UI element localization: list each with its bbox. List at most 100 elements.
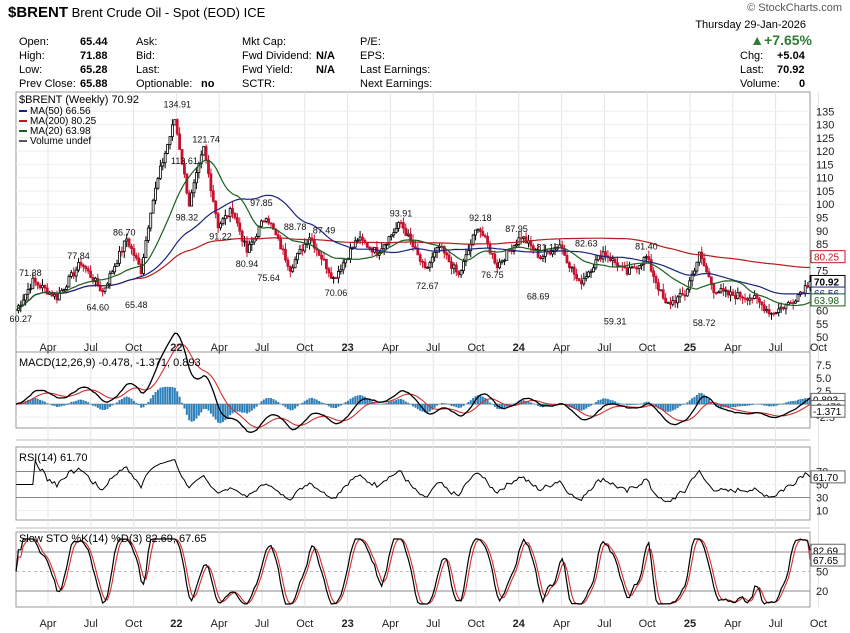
macd-histogram-bar <box>705 396 708 405</box>
price-axis-tag-label: 70.92 <box>814 277 839 288</box>
eps-label: EPS: <box>360 50 386 62</box>
rsi-line <box>16 458 811 503</box>
macd-histogram-bar <box>606 398 609 405</box>
macd-histogram-bar <box>349 398 352 405</box>
open-value: 65.44 <box>80 36 108 48</box>
candle-body <box>146 227 150 241</box>
candle-body <box>657 282 660 291</box>
candle-body <box>486 236 489 245</box>
macd-histogram-bar <box>529 402 532 405</box>
macd-histogram-bar <box>106 404 109 410</box>
macd-histogram-bar <box>233 404 236 413</box>
sto-y-tick: 20 <box>816 586 828 598</box>
macd-histogram-bar <box>587 404 590 407</box>
candle-body <box>635 267 639 270</box>
macd-histogram-bar <box>58 404 61 407</box>
x-tick-label: Apr <box>382 342 399 354</box>
macd-histogram-bar <box>659 404 662 410</box>
candle-body <box>113 266 117 273</box>
macd-histogram-bar <box>190 404 193 422</box>
macd-histogram-bar <box>404 401 407 405</box>
macd-histogram-bar <box>82 400 85 405</box>
candle-body <box>293 259 297 269</box>
candle-body <box>498 261 502 269</box>
candle-body <box>758 298 761 303</box>
macd-histogram-bar <box>53 404 56 406</box>
candle-body <box>300 248 304 252</box>
prev-close-label: Prev Close: <box>19 78 76 90</box>
macd-line <box>15 332 811 433</box>
candle-body <box>654 276 658 284</box>
macd-histogram-bar <box>496 404 499 409</box>
price-panel-frame <box>15 91 811 353</box>
candle-body <box>260 220 263 227</box>
candle-body <box>187 192 191 207</box>
x-tick-label: 25 <box>684 342 696 354</box>
macd-histogram-bar <box>373 401 376 405</box>
x-tick-label: Oct <box>639 342 656 354</box>
macd-histogram-bar <box>344 401 347 405</box>
macd-histogram-bar <box>351 397 354 405</box>
candle-body <box>406 233 410 236</box>
candle-body <box>584 276 588 279</box>
candle-body <box>77 262 80 271</box>
macd-histogram-bar <box>39 399 42 405</box>
macd-histogram-bar <box>539 404 542 407</box>
macd-histogram-bar <box>667 404 670 412</box>
sto-y-tick: 50 <box>816 567 828 579</box>
candle-body <box>587 271 591 277</box>
macd-histogram-bar <box>416 404 419 410</box>
macd-histogram-bar <box>527 401 530 405</box>
macd-histogram-bar <box>91 404 94 406</box>
macd-axis-tag <box>810 404 846 418</box>
macd-histogram-bar <box>657 404 660 409</box>
candle-body <box>279 238 283 250</box>
macd-histogram-bar <box>729 404 732 408</box>
macd-histogram-bar <box>130 398 133 405</box>
up-triangle-icon: ▲ <box>750 32 765 48</box>
macd-histogram-bar <box>508 404 511 406</box>
sto-d-line <box>15 538 811 605</box>
candle-body <box>430 256 434 264</box>
candle-body <box>125 238 129 242</box>
x-tick-label: Oct <box>467 342 484 354</box>
candle-body <box>483 235 487 238</box>
macd-histogram-bar <box>573 404 576 409</box>
macd-histogram-bar <box>178 396 181 405</box>
macd-signal-line <box>15 343 811 428</box>
price-annotation: 87.95 <box>505 224 528 234</box>
candle-body <box>454 264 458 273</box>
x-tick-label-bottom: Apr <box>724 618 741 630</box>
macd-histogram-bar <box>426 404 429 413</box>
macd-histogram-bar <box>238 404 241 412</box>
macd-histogram-bar <box>513 403 516 405</box>
macd-histogram-bar <box>322 403 325 405</box>
macd-histogram-bar <box>188 404 191 421</box>
candle-body <box>127 238 131 247</box>
macd-histogram-bar <box>609 399 612 405</box>
macd-histogram-bar <box>724 404 727 408</box>
x-tick-label: Apr <box>724 342 741 354</box>
macd-histogram-bar <box>628 404 631 406</box>
macd-histogram-bar <box>265 398 268 405</box>
macd-histogram-bar <box>60 404 63 407</box>
macd-histogram-bar <box>296 404 299 407</box>
candle-body <box>442 246 446 254</box>
candle-body <box>462 260 465 271</box>
candle-body <box>303 243 307 252</box>
x-tick-label-bottom: 25 <box>684 618 696 630</box>
macd-histogram-bar <box>171 387 174 405</box>
candle-body <box>721 288 725 292</box>
candle-body <box>519 237 523 240</box>
macd-histogram-bar <box>770 404 773 407</box>
candle-body <box>782 306 785 310</box>
price-annotation: 121.74 <box>192 134 220 144</box>
macd-histogram-bar <box>173 387 176 405</box>
macd-histogram-bar <box>736 404 739 407</box>
candle-body <box>238 222 242 232</box>
macd-histogram-bar <box>433 404 436 408</box>
candle-body <box>130 245 133 249</box>
candle-body <box>457 271 461 276</box>
macd-histogram-bar <box>472 397 475 405</box>
candle-body <box>334 277 338 280</box>
